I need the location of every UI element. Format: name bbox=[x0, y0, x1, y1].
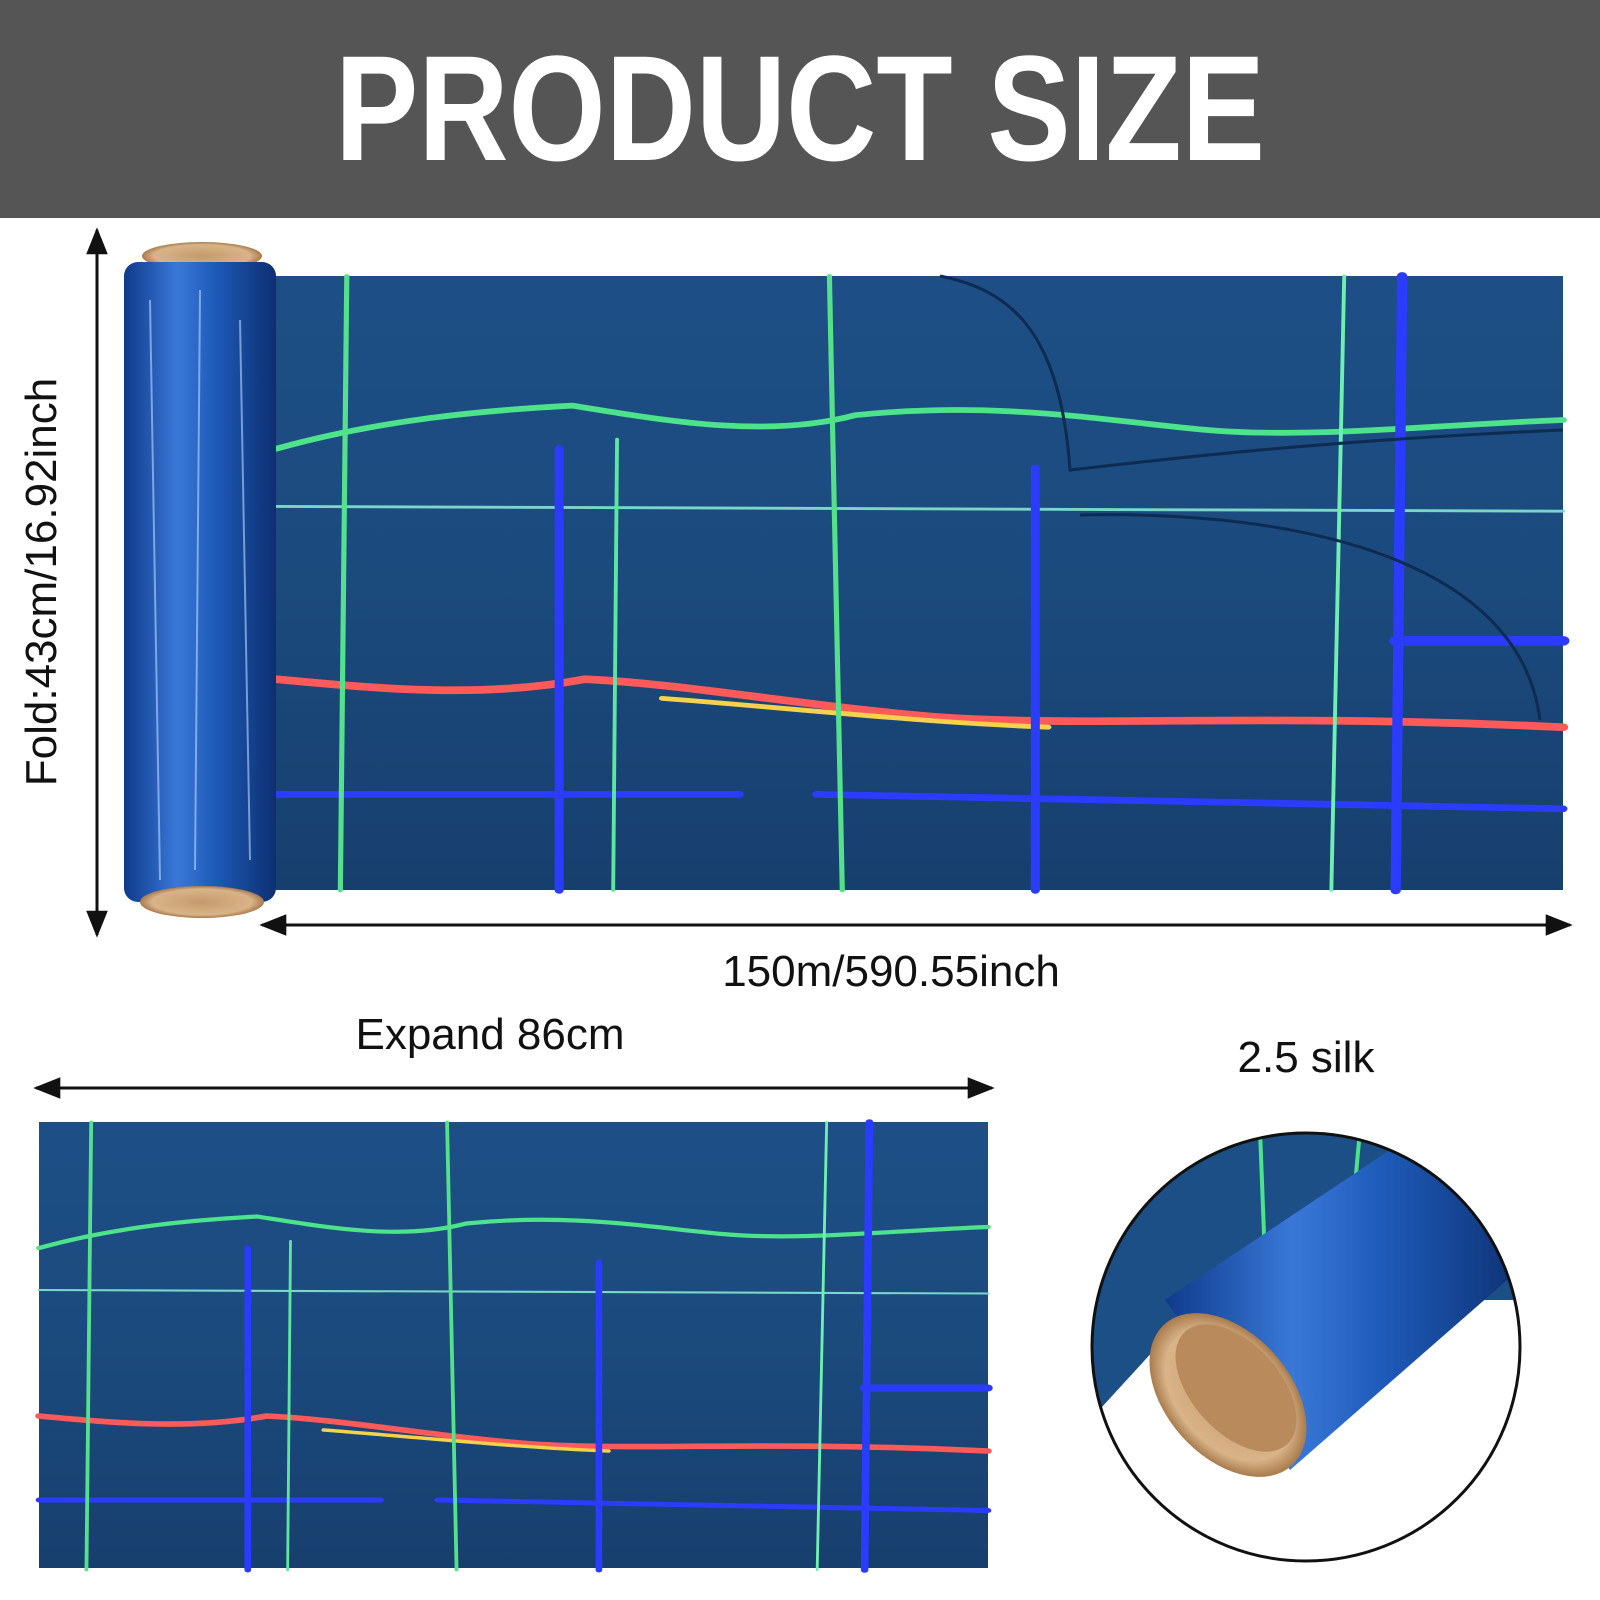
detail-view bbox=[1092, 1133, 1520, 1561]
fold-label: Fold:43cm/16.92inch bbox=[17, 378, 66, 786]
length-label: 150m/590.55inch bbox=[722, 947, 1060, 996]
detail-circle bbox=[1090, 1131, 1522, 1563]
film-surface bbox=[276, 276, 1563, 890]
roll-body bbox=[124, 262, 276, 902]
expand-label: Expand 86cm bbox=[355, 1010, 624, 1059]
film-fold bbox=[1079, 513, 1542, 721]
expanded-film bbox=[39, 1122, 988, 1570]
detail-core-inner bbox=[1175, 1324, 1297, 1452]
roll-core-bottom bbox=[140, 886, 264, 918]
roll-highlight bbox=[149, 289, 251, 881]
thickness-label: 2.5 silk bbox=[1238, 1033, 1376, 1082]
page-title: PRODUCT SIZE bbox=[335, 24, 1265, 192]
film-surface bbox=[39, 1122, 988, 1568]
film-sheet bbox=[276, 276, 1563, 890]
film-fold bbox=[939, 274, 1564, 472]
film-roll bbox=[124, 242, 276, 918]
header-bar bbox=[0, 0, 1600, 218]
